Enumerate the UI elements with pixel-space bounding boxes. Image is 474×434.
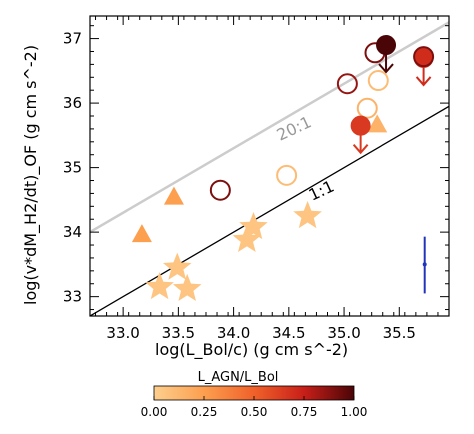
x-tick-label: 33.5 xyxy=(162,324,195,342)
error-bar xyxy=(422,236,427,294)
ratio-20-to-1-label: 20:1 xyxy=(274,112,315,144)
open-circle-point xyxy=(276,164,298,186)
plot-frame xyxy=(89,15,450,317)
x-tick-label: 35.5 xyxy=(383,324,416,342)
filled-circle-point xyxy=(376,35,397,56)
y-tick-label: 33 xyxy=(63,288,82,306)
ratio-1-to-1-label: 1:1 xyxy=(306,177,337,205)
star-point xyxy=(163,252,192,280)
x-tick-label: 34.0 xyxy=(217,324,250,342)
x-tick-label: 33.0 xyxy=(106,324,139,342)
triangle-point xyxy=(131,224,152,243)
colorbar-tick-label: 0.50 xyxy=(241,405,268,419)
open-circle-point xyxy=(356,97,378,119)
reference-lines xyxy=(90,21,449,316)
colorbar-tick-label: 1.00 xyxy=(341,405,368,419)
y-tick-label: 37 xyxy=(63,30,82,48)
filled-circle-point xyxy=(350,115,371,136)
x-axis-title: log(L_Bol/c) (g cm s^-2) xyxy=(155,340,348,360)
axis-ticks: 33.0 33.5 34.0 34.5 35.0 35.5 33 34 35 36 37 xyxy=(63,16,449,342)
colorbar-ticks: 0.00 0.25 0.50 0.75 1.00 xyxy=(141,396,368,419)
y-tick-label: 36 xyxy=(63,94,82,112)
star-point xyxy=(239,212,268,240)
colorbar-title: L_AGN/L_Bol xyxy=(198,370,279,385)
triangle-point xyxy=(367,114,388,133)
open-circle-point xyxy=(209,179,231,201)
upper-limit-arrow-head xyxy=(352,144,369,155)
y-tick-label: 35 xyxy=(63,159,82,177)
colorbar-tick-label: 0.75 xyxy=(291,405,318,419)
triangle-point xyxy=(163,186,184,205)
x-tick-label: 35.0 xyxy=(327,324,360,342)
colorbar-tick-label: 0.25 xyxy=(191,405,218,419)
upper-limit-arrow-head xyxy=(415,76,432,87)
ratio-line-1 xyxy=(90,105,449,316)
open-circle-point xyxy=(367,70,389,92)
star-point xyxy=(172,273,202,301)
data-points xyxy=(131,35,435,301)
x-tick-label: 34.5 xyxy=(272,324,305,342)
star-point xyxy=(293,201,322,229)
star-point xyxy=(232,224,262,252)
open-circle-point xyxy=(413,46,435,68)
y-tick-label: 34 xyxy=(63,223,82,241)
open-circle-point xyxy=(336,73,358,95)
y-axis-title: log(v*dM_H2/dt)_OF (g cm s^-2) xyxy=(21,45,41,305)
error-bar-center xyxy=(422,262,427,267)
star-point xyxy=(145,272,174,300)
ratio-line-0 xyxy=(90,21,449,234)
colorbar-tick-label: 0.00 xyxy=(141,405,168,419)
upper-limit-arrow-head xyxy=(378,63,394,74)
